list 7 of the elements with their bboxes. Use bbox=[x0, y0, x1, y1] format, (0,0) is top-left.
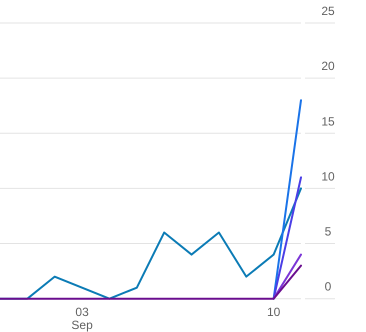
y-tick-label: 20 bbox=[321, 59, 335, 74]
y-tick-label: 0 bbox=[324, 280, 332, 294]
x-tick-label: 03 Sep bbox=[71, 305, 94, 332]
y-tick-label: 15 bbox=[321, 114, 335, 128]
y-tick-label: 5 bbox=[324, 224, 332, 239]
y-tick-label: 10 bbox=[321, 169, 335, 184]
y-tick-label: 25 bbox=[321, 4, 335, 18]
